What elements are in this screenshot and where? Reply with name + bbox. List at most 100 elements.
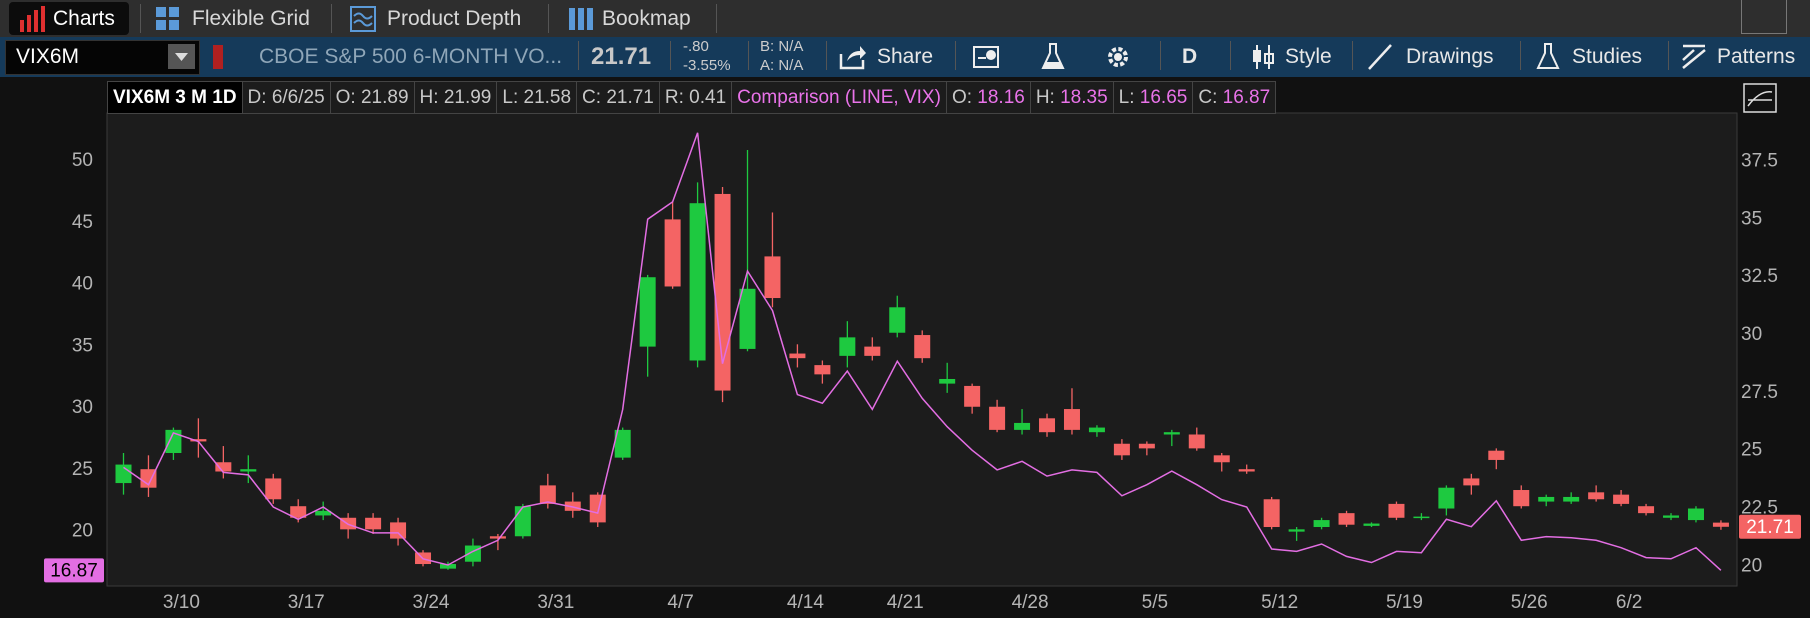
candle <box>664 200 681 289</box>
candle-body <box>514 506 531 537</box>
info-item: C: 21.71 <box>576 82 659 113</box>
symbol[interactable]: VIX6M <box>16 45 80 68</box>
chart-settings-icon[interactable] <box>1743 83 1777 113</box>
candle <box>1263 496 1280 530</box>
toolbar-button[interactable]: Patterns <box>1717 45 1796 68</box>
tab[interactable]: Flexible Grid <box>192 7 310 30</box>
separator <box>140 4 141 33</box>
separator <box>1668 41 1669 70</box>
separator <box>1160 41 1161 70</box>
candle <box>1163 429 1180 447</box>
candle <box>1113 439 1130 460</box>
y2-tick-label: 35 <box>1741 208 1762 229</box>
separator <box>548 4 549 33</box>
studies-icon <box>1536 43 1560 69</box>
candle-body <box>1213 455 1230 463</box>
y2-tick-label: 22.5 <box>1741 498 1778 519</box>
depth-icon <box>350 6 376 32</box>
candle <box>764 212 781 308</box>
drawings-icon <box>1368 44 1392 70</box>
candle-body <box>1687 508 1704 521</box>
y2-tick-label: 30 <box>1741 324 1762 345</box>
candle-body <box>489 536 506 539</box>
window-button[interactable] <box>1741 0 1787 34</box>
tab[interactable]: Charts <box>53 7 115 30</box>
toolbar: VIX6M CBOE S&P 500 6-MONTH VO... 21.71 -… <box>0 37 1810 77</box>
tab[interactable]: Bookmap <box>602 7 691 30</box>
candle-body <box>964 385 981 407</box>
candle <box>639 274 656 377</box>
info-item: D: 6/6/25 <box>241 82 330 113</box>
comparison-item: C: 16.87 <box>1192 82 1275 113</box>
candle-body <box>1588 492 1605 500</box>
comparison-item: H: 18.35 <box>1029 82 1113 113</box>
x-tick-label: 3/17 <box>288 592 325 613</box>
net-change-percent: -3.55% <box>683 57 731 74</box>
info-item: L: 21.58 <box>496 82 576 113</box>
candle <box>939 362 956 393</box>
toolbar-button[interactable]: Style <box>1285 45 1332 68</box>
candle <box>1363 522 1380 528</box>
icon-glyph <box>1747 91 1773 107</box>
candle <box>1338 510 1355 528</box>
candle <box>1063 388 1080 435</box>
candle-body <box>989 406 1006 430</box>
candle <box>315 501 332 521</box>
x-tick-label: 3/31 <box>537 592 574 613</box>
candle <box>140 455 157 497</box>
symbol-dropdown[interactable] <box>168 44 195 69</box>
comparison-key: O: <box>951 87 972 108</box>
candle-body <box>839 337 856 356</box>
candle <box>1188 427 1205 451</box>
candle <box>1687 506 1704 523</box>
comparison-label: Comparison (LINE, VIX) <box>731 82 946 113</box>
toolbar-button[interactable]: Studies <box>1572 45 1643 68</box>
candle <box>914 330 931 363</box>
candle <box>839 321 856 368</box>
candle <box>265 473 282 504</box>
candle-body <box>914 335 931 359</box>
separator <box>826 41 827 70</box>
candle-body <box>1363 523 1380 526</box>
y-tick-label: 25 <box>72 459 93 480</box>
candle-body <box>639 277 656 347</box>
news-icon[interactable] <box>972 43 1002 71</box>
candle-body <box>1113 443 1130 456</box>
alert-flag[interactable] <box>213 45 223 69</box>
y-tick-label: 20 <box>72 521 93 542</box>
separator <box>748 41 749 70</box>
candle-body <box>939 378 956 384</box>
candle-body <box>240 469 257 472</box>
candle <box>614 427 631 460</box>
candle <box>1014 409 1031 435</box>
info-item: R: 0.41 <box>658 82 731 113</box>
study-title: VIX6M 3 M 1D <box>108 82 242 113</box>
candle-body <box>140 469 157 488</box>
candle-body <box>589 494 606 523</box>
candle-body <box>1188 434 1205 449</box>
bid: B: N/A <box>760 38 804 55</box>
y2-tick-label: 32.5 <box>1741 266 1778 287</box>
candle-body <box>1538 496 1555 502</box>
toolbar-button[interactable]: Share <box>877 45 934 68</box>
candle <box>589 492 606 528</box>
candle <box>190 418 207 458</box>
tab-bar: Charts Flexible Grid Product Depth Bookm… <box>0 0 1810 37</box>
last-price: 21.71 <box>591 43 652 70</box>
symbol-box[interactable] <box>5 40 200 75</box>
tab[interactable]: Product Depth <box>387 7 522 30</box>
settings-icon[interactable] <box>1104 43 1132 71</box>
candle <box>814 360 831 384</box>
candle-body <box>1063 409 1080 430</box>
lab-icon[interactable] <box>1040 42 1066 72</box>
candle-body <box>1338 513 1355 525</box>
comparison-key: H: <box>1035 87 1055 108</box>
comparison-value: 16.65 <box>1139 87 1188 108</box>
aggregation-button[interactable]: D <box>1182 45 1198 68</box>
icon-frame <box>1743 83 1777 113</box>
comparison-value: 18.16 <box>977 87 1025 108</box>
toolbar-button[interactable]: Drawings <box>1406 45 1494 68</box>
y-tick-label: 45 <box>72 212 93 233</box>
